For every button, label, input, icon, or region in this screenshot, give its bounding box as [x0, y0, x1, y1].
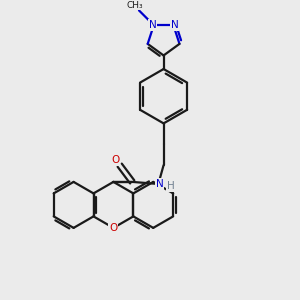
Text: O: O	[111, 155, 120, 165]
Text: O: O	[109, 223, 118, 233]
Text: H: H	[167, 181, 175, 191]
Text: N: N	[149, 20, 157, 30]
Text: CH₃: CH₃	[127, 1, 143, 10]
Text: N: N	[155, 179, 163, 189]
Text: N: N	[171, 20, 178, 30]
